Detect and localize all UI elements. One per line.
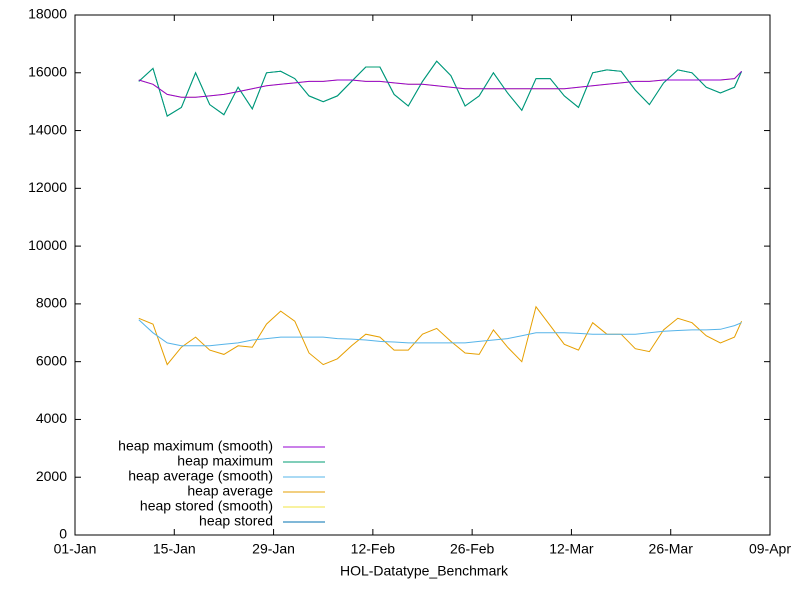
legend-label: heap stored — [199, 513, 273, 529]
y-tick-label: 8000 — [36, 295, 67, 311]
y-tick-label: 2000 — [36, 468, 67, 484]
x-tick-label: 15-Jan — [153, 541, 196, 557]
x-tick-label: 29-Jan — [252, 541, 295, 557]
legend-label: heap average (smooth) — [128, 468, 273, 484]
series-line — [138, 60, 743, 117]
y-tick-label: 18000 — [28, 6, 67, 22]
x-axis-label: HOL-Datatype_Benchmark — [340, 563, 509, 579]
y-tick-label: 0 — [59, 526, 67, 542]
legend-label: heap average — [187, 483, 273, 499]
legend-label: heap stored (smooth) — [140, 498, 273, 514]
series-line — [138, 305, 743, 366]
y-tick-label: 12000 — [28, 179, 67, 195]
y-tick-label: 14000 — [28, 121, 67, 137]
y-tick-label: 16000 — [28, 63, 67, 79]
legend-label: heap maximum (smooth) — [118, 438, 273, 454]
x-tick-label: 01-Jan — [54, 541, 97, 557]
x-tick-label: 09-Apr — [749, 541, 791, 557]
x-tick-label: 26-Mar — [649, 541, 694, 557]
x-tick-label: 12-Feb — [351, 541, 396, 557]
plot-frame — [74, 14, 771, 536]
series-line — [138, 70, 742, 98]
series-line — [138, 60, 743, 117]
y-tick-label: 10000 — [28, 237, 67, 253]
x-tick-label: 26-Feb — [450, 541, 495, 557]
series-line — [138, 319, 742, 347]
x-tick-label: 12-Mar — [549, 541, 594, 557]
y-tick-label: 4000 — [36, 410, 67, 426]
legend-label: heap maximum — [177, 453, 273, 469]
y-tick-label: 6000 — [36, 352, 67, 368]
